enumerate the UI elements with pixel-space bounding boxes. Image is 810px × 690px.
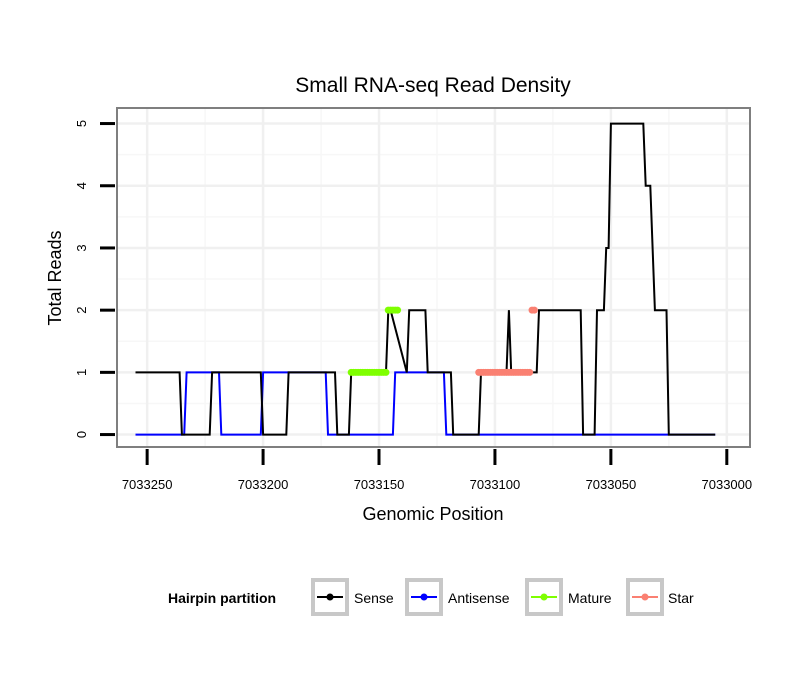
legend-label: Antisense — [448, 590, 510, 606]
data-point-star — [526, 368, 534, 376]
series-star — [475, 306, 538, 376]
series-layer — [135, 122, 716, 436]
y-axis: 0 1 2 3 4 5 — [74, 120, 115, 438]
y-axis-title: Total Reads — [45, 230, 65, 325]
legend-title: Hairpin partition — [168, 590, 276, 606]
x-tick-label: 7033150 — [354, 477, 405, 492]
x-tick-label: 7033050 — [586, 477, 637, 492]
x-axis: 7033250 7033200 7033150 7033100 7033050 70330… — [122, 449, 752, 492]
legend-label: Mature — [568, 590, 612, 606]
legend-key-point — [641, 593, 649, 601]
x-tick-label: 7033000 — [702, 477, 753, 492]
legend-item-mature: Mature — [525, 578, 612, 616]
chart-title: Small RNA-seq Read Density — [295, 74, 571, 97]
legend-label: Star — [668, 590, 694, 606]
x-tick-label: 7033250 — [122, 477, 173, 492]
series-mature — [347, 306, 402, 376]
y-tick-label: 3 — [74, 244, 89, 251]
legend-key-point — [540, 593, 548, 601]
y-tick-label: 0 — [74, 431, 89, 438]
data-point-star — [530, 306, 538, 314]
y-tick-label: 4 — [74, 182, 89, 189]
x-tick-label: 7033100 — [470, 477, 521, 492]
data-point-mature — [394, 306, 402, 314]
legend-item-star: Star — [626, 578, 694, 616]
x-axis-title: Genomic Position — [362, 504, 503, 524]
plot-panel-border — [116, 107, 751, 448]
y-tick-label: 2 — [74, 307, 89, 314]
data-point-mature — [382, 368, 390, 376]
legend: Hairpin partition Sense Antisense Mature St… — [168, 578, 694, 616]
legend-label: Sense — [354, 590, 394, 606]
legend-item-antisense: Antisense — [405, 578, 510, 616]
y-tick-label: 1 — [74, 369, 89, 376]
x-tick-label: 7033200 — [238, 477, 289, 492]
legend-key-point — [420, 593, 428, 601]
y-tick-label: 5 — [74, 120, 89, 127]
legend-item-sense: Sense — [311, 578, 394, 616]
legend-key-point — [326, 593, 334, 601]
